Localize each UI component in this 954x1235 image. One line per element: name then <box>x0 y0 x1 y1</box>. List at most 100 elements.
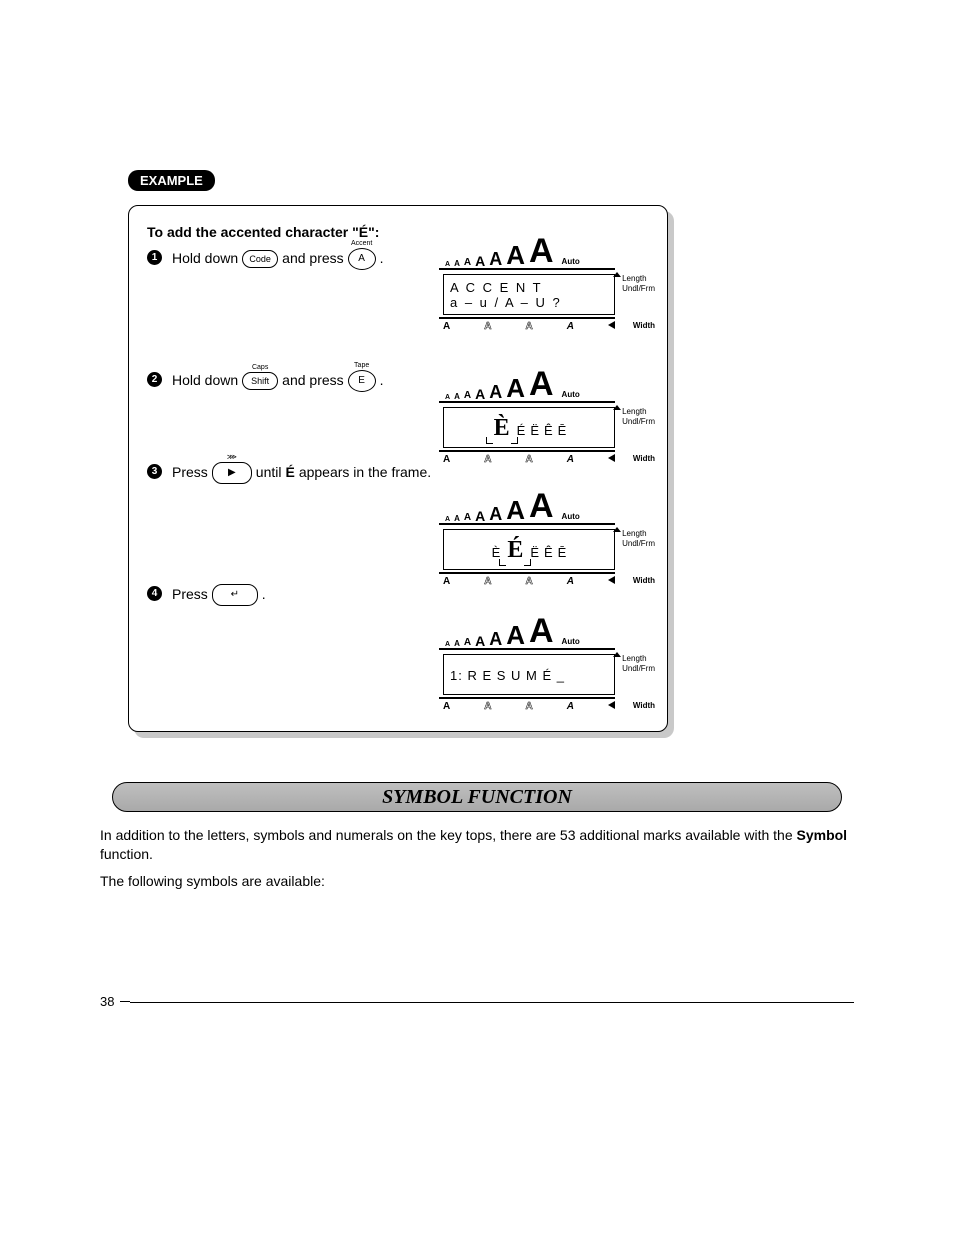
page-rule <box>130 1002 854 1003</box>
auto-label: Auto <box>562 258 580 268</box>
lcd-side-labels: Length Undl/Frm <box>622 407 655 426</box>
size-char: A <box>475 254 485 268</box>
accent-selection-line: È É Ë Ê Ē <box>450 415 608 442</box>
lcd-bottom-rule <box>439 697 615 699</box>
size-char: A <box>464 638 471 648</box>
step-text: Hold down Code and press Accent A . <box>172 248 384 270</box>
key-e: Tape E <box>348 370 376 392</box>
size-char: A <box>445 394 450 401</box>
arrow-left-icon <box>608 576 615 584</box>
style-indicator-row: AAAA <box>443 701 615 712</box>
arrow-left-icon <box>608 701 615 709</box>
lcd-display-2: A A A A A A A Auto Length Undl/Frm È É Ë Ê Ē <box>439 361 655 465</box>
step-text: Press ↵ . <box>172 584 266 606</box>
size-char: A <box>489 383 502 401</box>
key-a: Accent A <box>348 248 376 270</box>
width-label: Width <box>633 454 655 463</box>
arrow-icon: ▶ <box>228 466 236 480</box>
undl-label: Undl/Frm <box>622 664 655 674</box>
style-indicator: A <box>484 701 491 712</box>
style-indicator: A <box>484 321 491 332</box>
accent-selection-line: È É Ë Ê Ē <box>450 537 608 564</box>
return-icon: ↵ <box>231 588 239 602</box>
size-indicator-row: AAAAAAAAuto <box>439 361 655 401</box>
style-indicator: A <box>567 701 574 712</box>
undl-label: Undl/Frm <box>622 417 655 427</box>
size-char: A <box>445 641 450 648</box>
screen-line: 1: R E S U M É _ <box>450 668 608 683</box>
size-char: A <box>454 640 460 648</box>
style-indicator: A <box>484 454 491 465</box>
style-indicator-row: AAAA <box>443 454 615 465</box>
step-4: 4 Press ↵ . <box>147 584 653 606</box>
key-letter: A <box>358 252 365 266</box>
accent-char: Ë <box>530 423 539 438</box>
style-indicator: A <box>526 576 533 587</box>
auto-label: Auto <box>562 391 580 401</box>
lcd-screen: A C C E N T a – u / A – U ? <box>443 274 615 315</box>
step-text: Hold down Caps Shift and press Tape E . <box>172 370 384 392</box>
step-number: 1 <box>147 250 162 265</box>
text: Hold down <box>172 249 238 269</box>
step-3: 3 Press ⋙ ▶ until É appears in the frame… <box>147 462 653 484</box>
lcd-top-rule <box>439 523 615 525</box>
example-badge: EXAMPLE <box>128 170 215 191</box>
lcd-side-labels: Length Undl/Frm <box>622 529 655 548</box>
accent-char: Ē <box>558 545 567 560</box>
key-label-above: Caps <box>252 363 268 373</box>
selected-accent-char: É <box>505 537 525 564</box>
text: and press <box>282 371 343 391</box>
style-indicator: A <box>526 701 533 712</box>
length-label: Length <box>622 274 655 284</box>
size-char: A <box>464 391 471 401</box>
screen-line: A C C E N T <box>450 280 608 295</box>
section-heading: SYMBOL FUNCTION <box>100 782 854 812</box>
style-indicator: A <box>567 454 574 465</box>
style-indicator: A <box>567 576 574 587</box>
style-indicator: A <box>567 321 574 332</box>
size-char: A <box>464 513 471 523</box>
paragraph: In addition to the letters, symbols and … <box>100 826 854 864</box>
text: and press <box>282 249 343 269</box>
key-code: Code <box>242 250 278 268</box>
step-number: 4 <box>147 586 162 601</box>
accent-char: Ê <box>544 423 553 438</box>
lcd-bottom-rule <box>439 572 615 574</box>
arrow-left-icon <box>608 454 615 462</box>
style-indicator: A <box>484 576 491 587</box>
size-char: A <box>506 497 525 523</box>
lcd-top-rule <box>439 401 615 403</box>
size-char: A <box>529 489 554 523</box>
size-indicator-row: AAAAAAAAuto <box>439 483 655 523</box>
size-char: A <box>475 634 485 648</box>
accent-char: Ë <box>530 545 539 560</box>
size-char: A <box>445 261 450 268</box>
key-shift: Caps Shift <box>242 372 278 390</box>
paragraph: The following symbols are available: <box>100 872 854 891</box>
size-char: A <box>506 242 525 268</box>
size-char: A <box>529 234 554 268</box>
style-indicator-row: AAAA <box>443 321 615 332</box>
lcd-display-1: AAAAAAAAuto Length Undl/Frm A C C E N T … <box>439 228 655 332</box>
style-indicator: A <box>443 701 450 712</box>
heading-text: SYMBOL FUNCTION <box>382 786 572 809</box>
size-char: A <box>489 505 502 523</box>
text: . <box>380 371 384 391</box>
lcd-top-rule <box>439 648 615 650</box>
text: Press <box>172 463 208 483</box>
width-label: Width <box>633 701 655 710</box>
key-letter: Shift <box>251 375 269 388</box>
style-indicator: A <box>443 454 450 465</box>
undl-label: Undl/Frm <box>622 284 655 294</box>
style-indicator: A <box>526 454 533 465</box>
lcd-side-labels: Length Undl/Frm <box>622 274 655 293</box>
accent-char: Ē <box>558 423 567 438</box>
text: In addition to the letters, symbols and … <box>100 827 797 843</box>
accent-char: É <box>517 423 526 438</box>
key-right-arrow: ⋙ ▶ <box>212 462 252 484</box>
text: until <box>256 463 282 483</box>
key-return: ↵ <box>212 584 258 606</box>
accent-char: Ê <box>544 545 553 560</box>
length-label: Length <box>622 407 655 417</box>
text: . <box>262 585 266 605</box>
